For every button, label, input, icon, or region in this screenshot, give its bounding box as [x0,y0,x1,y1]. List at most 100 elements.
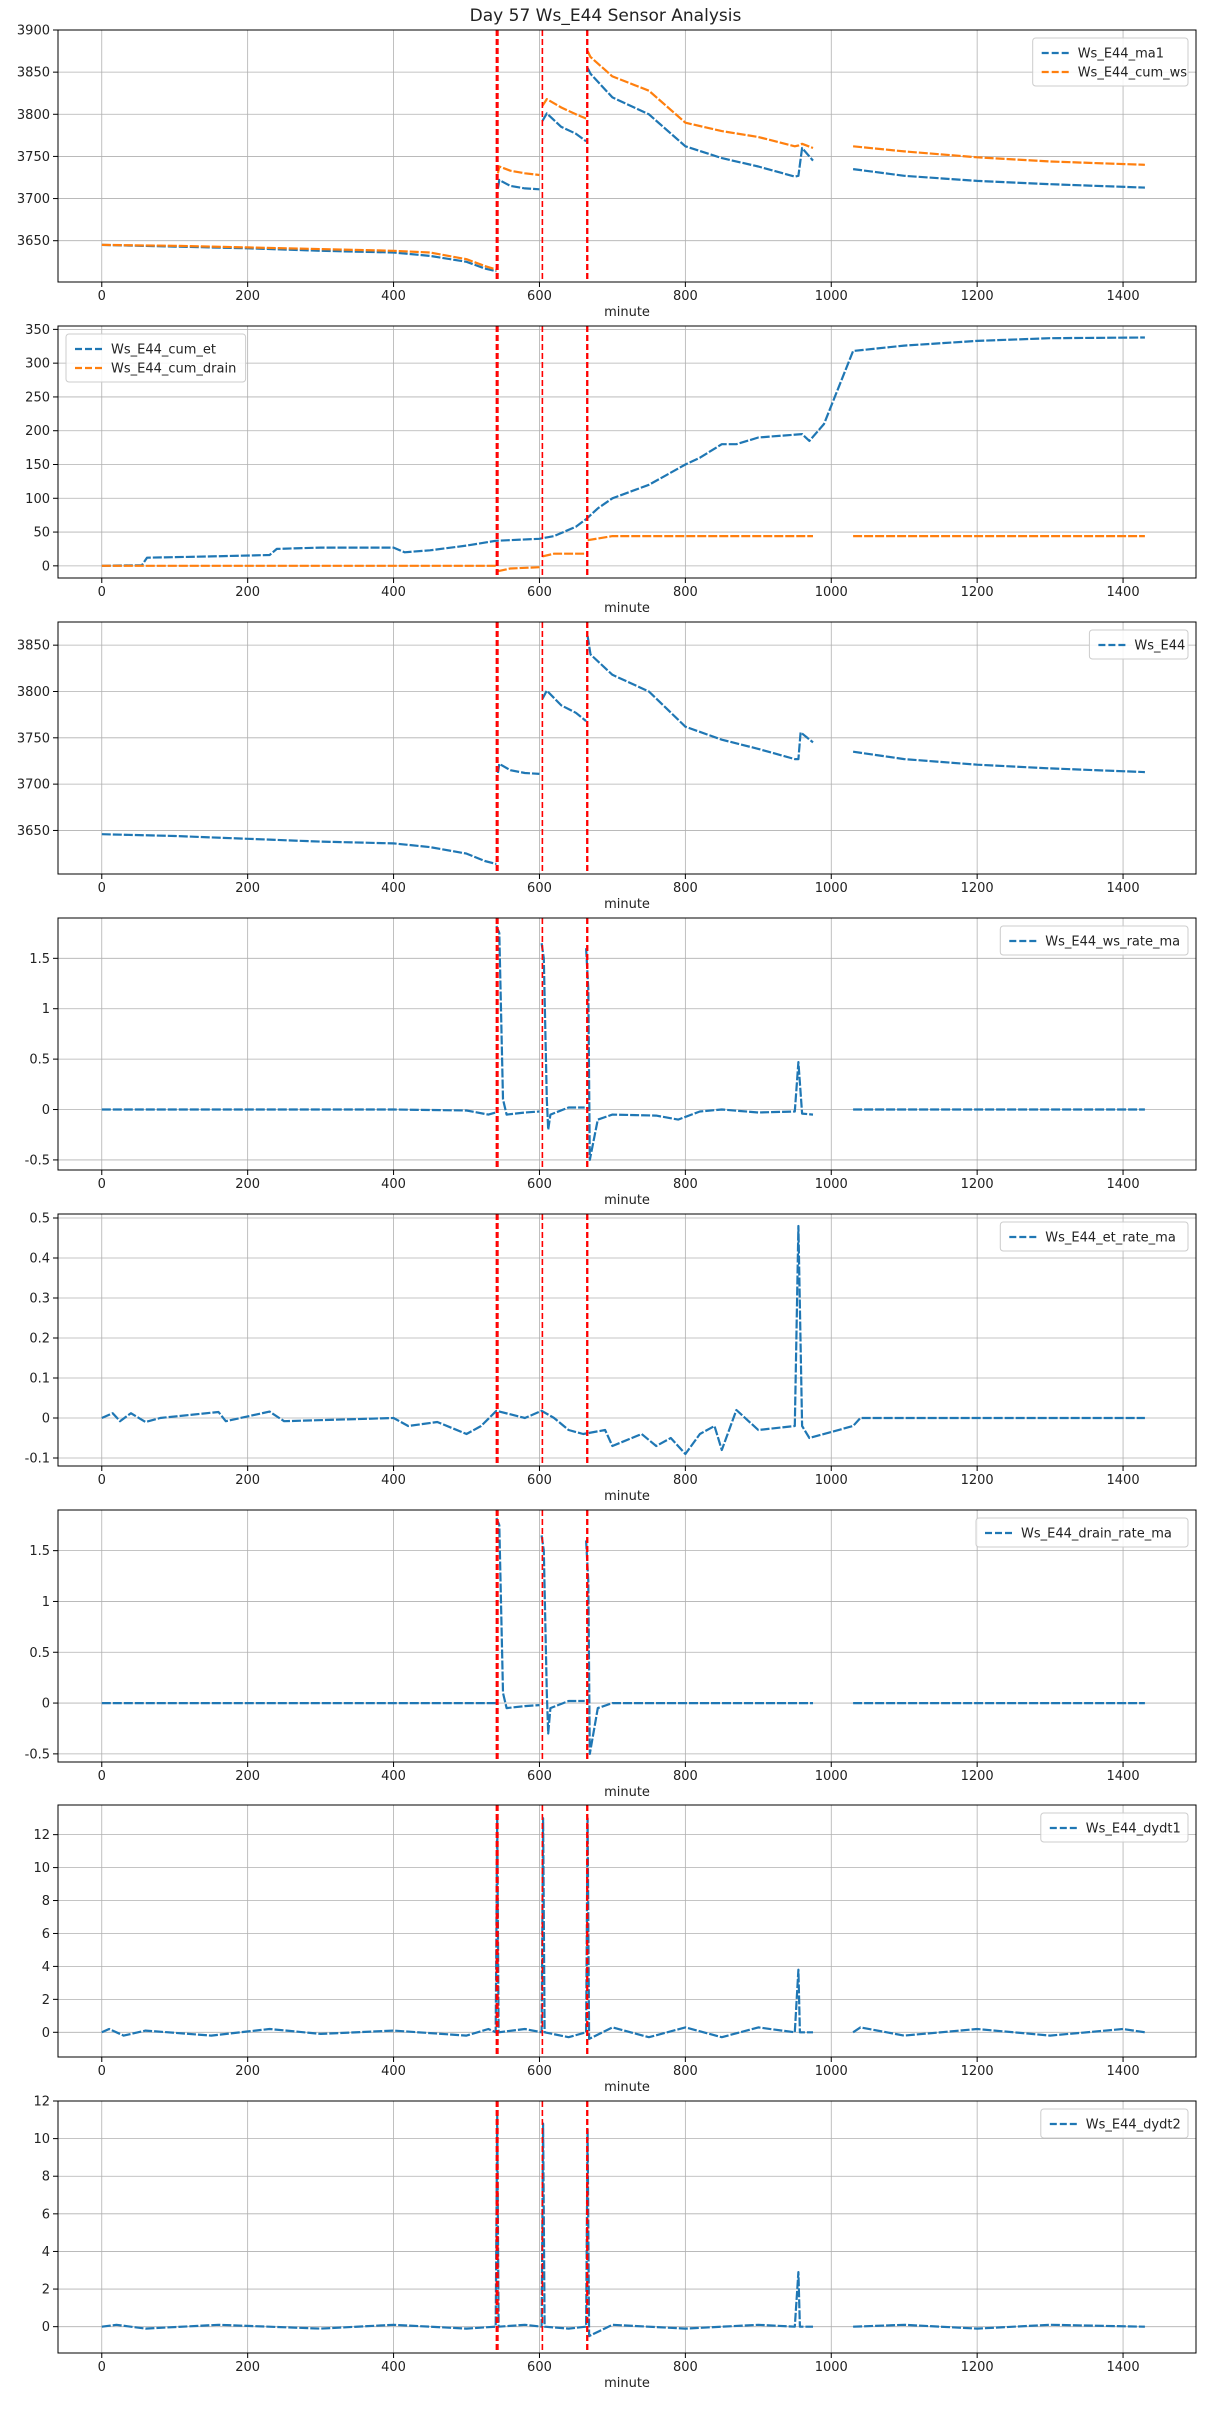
x-tick-label: 0 [98,585,106,600]
series-line [495,1517,540,1710]
panel-6: 0 200 400 600 800 1000 1200 1400 -0.5 0 0.5 1 1.5 min… [25,1509,1197,1800]
panel-7: 0 200 400 600 800 1000 1200 1400 0 2 4 6 8 10 12 minute… [33,1804,1197,2095]
series-line [541,689,587,722]
panel-5: 0 200 400 600 800 1000 1200 1400 -0.1 0 0.1 0.2 0.3 0… [25,1212,1197,1504]
axes-frame [57,917,1197,1171]
legend-box [999,1221,1189,1252]
y-tick-label: 3700 [17,778,50,793]
series-line [587,534,813,542]
panel-8: 0 200 400 600 800 1000 1200 1400 0 2 4 6 8 10 12 minute… [33,2095,1197,2391]
legend-box [975,1517,1189,1548]
x-tick-label: 1000 [815,881,848,896]
x-tick-label: 400 [381,1473,406,1488]
y-tick-label: 1 [42,1595,50,1610]
x-tick-label: 600 [527,2360,552,2375]
x-tick-label: 1200 [961,881,994,896]
y-tick-label: 8 [42,2170,50,2185]
series-line [852,168,1145,189]
y-tick-label: 12 [33,2095,50,2110]
x-tick-label: 600 [527,585,552,600]
y-tick-label: 3800 [17,108,50,123]
series-line [495,925,540,1116]
x-tick-label: 1400 [1107,1473,1140,1488]
legend-label: Ws_E44_dydt1 [1086,1822,1181,1837]
x-tick-label: 800 [673,585,698,600]
x-tick-label: 400 [381,1769,406,1784]
y-tick-label: 0.4 [29,1252,50,1267]
x-tick-label: 1200 [961,289,994,304]
legend: Ws_E44_ws_rate_ma [999,925,1189,956]
x-tick-label: 0 [98,1177,106,1192]
y-tick-label: 10 [33,1861,50,1876]
y-tick-label: 0.2 [29,1332,50,1347]
x-tick-label: 600 [527,1473,552,1488]
series-line [101,1817,813,2041]
x-tick-label: 200 [235,1177,260,1192]
x-tick-label: 1000 [815,2360,848,2375]
y-tick-label: 150 [25,458,50,473]
y-tick-label: 100 [25,492,50,507]
y-tick-label: -0.1 [25,1452,50,1467]
axes-frame [57,1804,1197,2058]
y-tick-label: 6 [42,1927,50,1942]
x-axis-label: minute [604,897,650,912]
series-line [497,566,540,573]
plot-area [101,2101,1145,2353]
legend: Ws_E44_dydt2 [1040,2108,1189,2139]
plot-area [101,1805,1146,2057]
x-tick-label: 1400 [1107,2360,1140,2375]
series-line [585,1540,813,1756]
x-tick-label: 1400 [1107,1177,1140,1192]
x-tick-label: 800 [673,881,698,896]
series-Ws_E44_dydt1 [101,1817,1146,2041]
series-Ws_E44_ma1 [101,67,1145,273]
plot-area [101,1510,1145,1762]
series-line [542,552,587,558]
x-tick-label: 1200 [961,1769,994,1784]
x-tick-label: 800 [673,1473,698,1488]
series-Ws_E44_et_rate_ma [101,1224,1145,1456]
y-tick-label: 0 [42,559,50,574]
x-tick-label: 1200 [961,2064,994,2079]
x-tick-label: 1400 [1107,2064,1140,2079]
x-tick-label: 400 [381,1177,406,1192]
legend: Ws_E44_cum_et Ws_E44_cum_drain [65,333,247,383]
series-line [852,2026,1146,2037]
axes-frame [57,29,1197,283]
x-axis-label: minute [604,2376,650,2391]
x-tick-label: 400 [381,289,406,304]
series-line [101,833,497,865]
x-tick-label: 600 [527,1769,552,1784]
x-tick-label: 1000 [815,1473,848,1488]
y-tick-label: 0.3 [29,1292,50,1307]
axes-frame [57,1213,1197,1467]
y-tick-label: 0 [42,1697,50,1712]
y-tick-label: 3900 [17,24,50,39]
legend-label: Ws_E44_cum_et [111,343,216,358]
y-tick-label: 3750 [17,731,50,746]
legend: Ws_E44_drain_rate_ma [975,1517,1189,1548]
x-tick-label: 800 [673,289,698,304]
series-line [853,2323,1145,2330]
series-line [101,2114,813,2338]
series-line [496,165,540,177]
figure-title: Day 57 Ws_E44 Sensor Analysis [469,6,742,26]
x-tick-label: 400 [381,881,406,896]
axes-frame [57,621,1197,875]
x-tick-label: 0 [98,2064,106,2079]
series-Ws_E44_drain_rate_ma [101,1517,1145,1756]
y-tick-label: 3800 [17,685,50,700]
series-line [496,762,540,775]
y-tick-label: 0.5 [29,1646,50,1661]
y-tick-label: 250 [25,390,50,405]
legend-box [1040,1812,1189,1843]
series-Ws_E44_cum_ws [101,50,1145,271]
legend-label: Ws_E44_cum_ws [1078,66,1188,81]
y-tick-label: 10 [33,2132,50,2147]
y-tick-label: 3650 [17,234,50,249]
legend-label: Ws_E44 [1134,639,1185,654]
panel-2: 0 200 400 600 800 1000 1200 1400 0 50 100 150 200 250… [25,323,1197,616]
series-Ws_E44 [101,635,1145,865]
plot-area [101,918,1145,1170]
y-tick-label: 0 [42,1103,50,1118]
